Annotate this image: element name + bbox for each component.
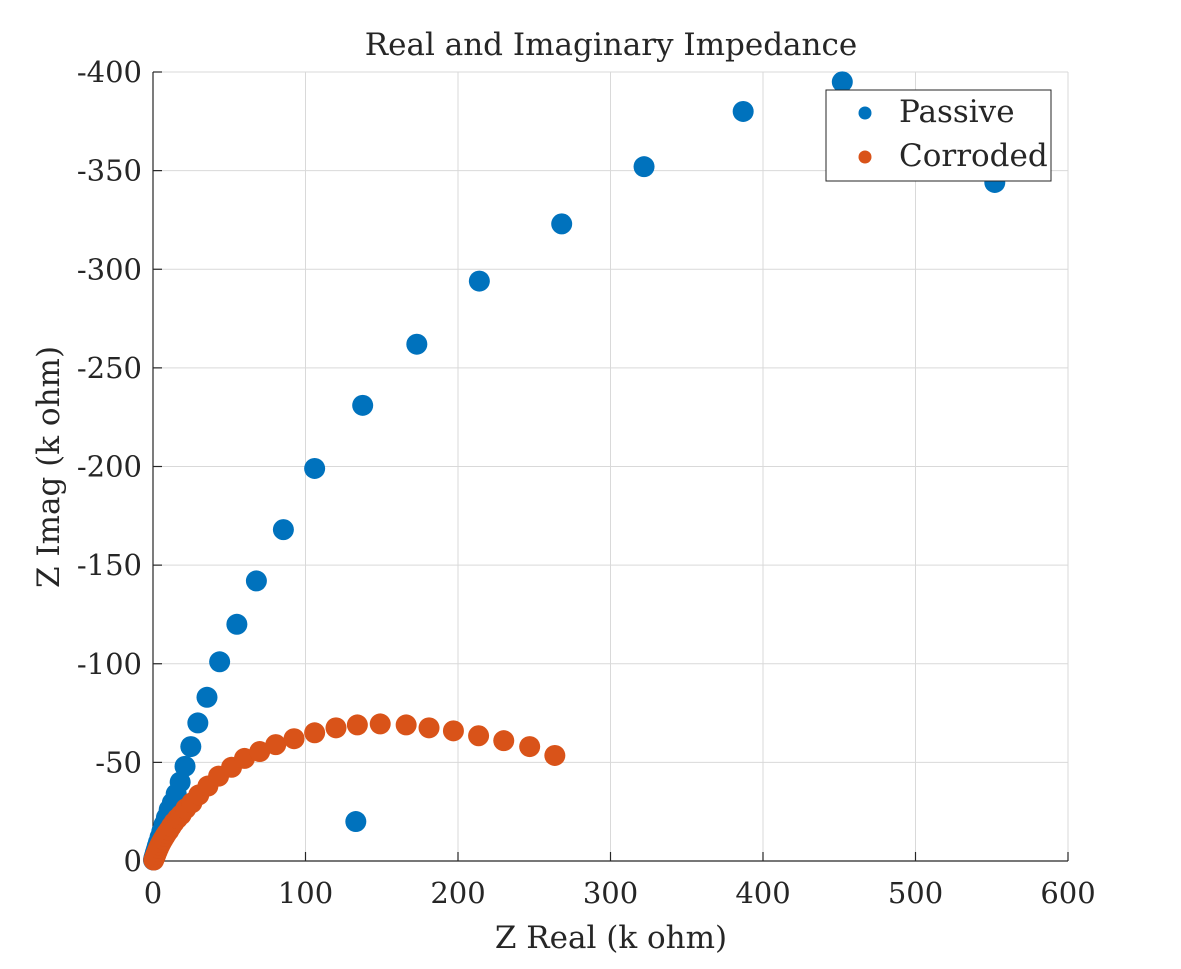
data-point — [395, 714, 417, 736]
data-point — [283, 728, 305, 750]
data-point — [249, 741, 271, 763]
data-point — [245, 570, 267, 592]
data-point — [633, 156, 655, 178]
data-point — [345, 811, 367, 833]
x-axis-title: Z Real (k ohm) — [495, 920, 727, 956]
data-point — [196, 686, 218, 708]
data-point — [468, 725, 490, 747]
data-point — [187, 712, 209, 734]
y-tick-label: -200 — [77, 450, 142, 484]
data-point — [519, 736, 541, 758]
grid-lines — [153, 71, 1069, 861]
x-tick-label: 400 — [735, 876, 790, 910]
data-point — [180, 736, 202, 758]
y-axis-title: Z Imag (k ohm) — [31, 346, 67, 588]
y-tick-label: -250 — [77, 351, 142, 385]
x-tick-label: 500 — [888, 876, 943, 910]
x-tick-label: 100 — [278, 876, 333, 910]
chart-title: Real and Imaginary Impedance — [365, 27, 857, 63]
y-tick-label: -400 — [77, 55, 142, 89]
legend-marker-corroded — [858, 150, 872, 164]
data-point — [352, 394, 374, 416]
y-tick-label: -150 — [77, 548, 142, 582]
x-tick-label: 0 — [144, 876, 162, 910]
legend: Passive Corroded — [825, 89, 1052, 182]
y-tick-label: -100 — [77, 647, 142, 681]
legend-label-corroded: Corroded — [899, 138, 1048, 174]
y-tick-label: -300 — [77, 252, 142, 286]
data-point — [468, 270, 490, 292]
data-point — [346, 714, 368, 736]
legend-marker-passive — [858, 106, 872, 120]
data-point — [369, 713, 391, 735]
data-point — [325, 717, 347, 739]
data-point — [272, 519, 294, 541]
data-points — [142, 71, 1006, 871]
axes: 0 100 200 300 400 500 600 0 -50 -100 -150 -200 -250 -… — [77, 55, 1096, 910]
data-point — [544, 744, 566, 766]
data-point — [209, 651, 231, 673]
data-point — [226, 613, 248, 635]
data-point — [831, 71, 853, 93]
data-point — [551, 213, 573, 235]
data-point — [265, 734, 287, 756]
series-1 — [143, 713, 566, 871]
data-point — [174, 755, 196, 777]
data-point — [406, 333, 428, 355]
y-tick-label: -50 — [95, 745, 142, 779]
data-point — [169, 771, 191, 793]
data-point — [442, 720, 464, 742]
x-tick-label: 300 — [583, 876, 638, 910]
data-point — [304, 457, 326, 479]
x-tick-label: 200 — [430, 876, 485, 910]
y-tick-label: -350 — [77, 154, 142, 188]
y-tick-label: 0 — [124, 844, 142, 878]
data-point — [418, 717, 440, 739]
legend-box — [825, 89, 1052, 182]
data-point — [304, 722, 326, 744]
x-tick-label: 600 — [1040, 876, 1095, 910]
data-point — [732, 100, 754, 122]
data-point — [493, 730, 515, 752]
legend-label-passive: Passive — [899, 94, 1015, 130]
